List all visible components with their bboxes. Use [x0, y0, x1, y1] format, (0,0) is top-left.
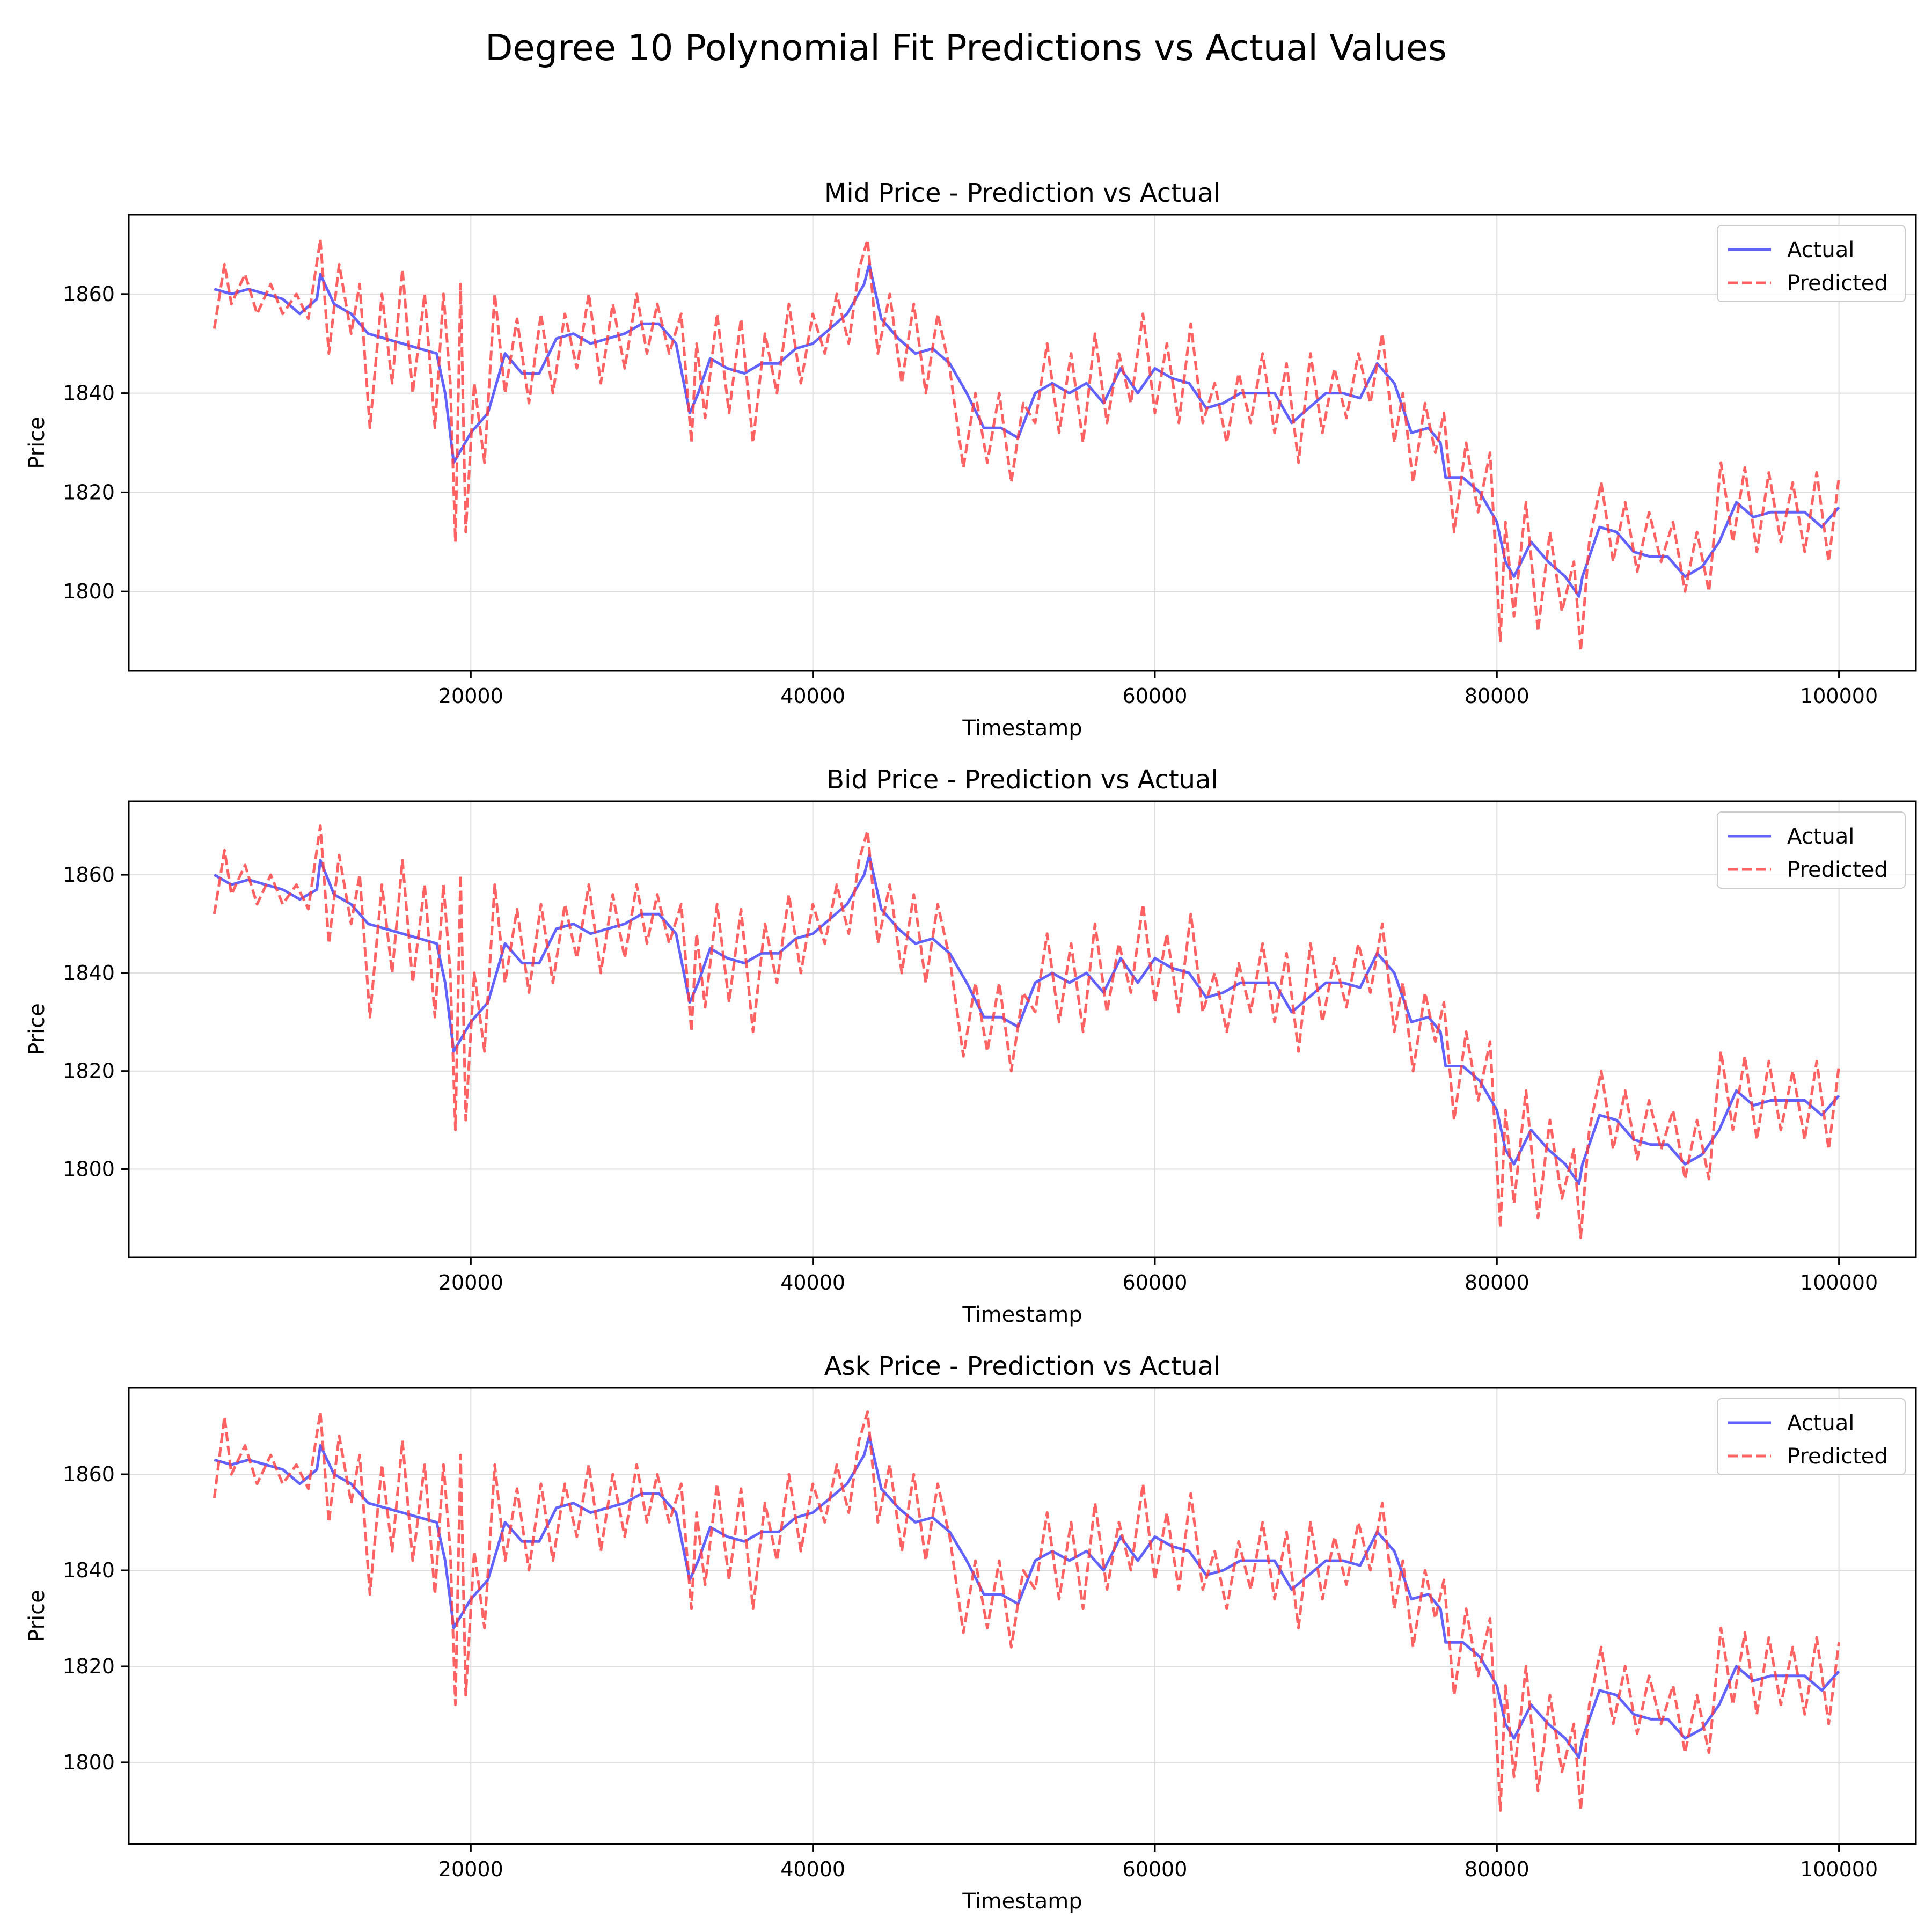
x-tick-label: 80000 — [1465, 1857, 1529, 1881]
x-tick-label: 40000 — [780, 684, 845, 708]
legend-label-actual: Actual — [1787, 238, 1854, 262]
x-tick-label: 40000 — [780, 1857, 845, 1881]
axes-frame — [128, 1387, 1917, 1845]
subplot-title: Ask Price - Prediction vs Actual — [824, 1351, 1221, 1381]
y-tick-label: 1860 — [63, 282, 115, 306]
y-axis-label: Price — [25, 1590, 49, 1642]
axes-frame — [128, 214, 1917, 672]
series-line-predicted — [213, 824, 1841, 1239]
subplot-title: Bid Price - Prediction vs Actual — [826, 765, 1218, 795]
x-axis-label: Timestamp — [962, 1302, 1082, 1327]
x-tick-label: 100000 — [1800, 1271, 1878, 1294]
x-axis-label: Timestamp — [962, 716, 1082, 741]
x-tick-label: 60000 — [1123, 1857, 1188, 1881]
subplot-title: Mid Price - Prediction vs Actual — [824, 178, 1220, 208]
y-tick-label: 1800 — [63, 1751, 115, 1774]
axes-frame — [128, 800, 1917, 1258]
series-line-predicted — [213, 1410, 1841, 1812]
y-axis-label: Price — [25, 416, 49, 469]
x-axis-label: Timestamp — [962, 1889, 1082, 1914]
legend: Actual Predicted — [1717, 1398, 1906, 1475]
y-tick-label: 1840 — [63, 382, 115, 405]
x-tick-label: 60000 — [1123, 684, 1188, 708]
subplot-3: 20000 40000 60000 80000 100000 1800 1820 1840 18… — [25, 1351, 1917, 1914]
figure-title: Degree 10 Polynomial Fit Predictions vs … — [485, 27, 1447, 69]
subplot-1: 20000 40000 60000 80000 100000 1800 1820 1840 18… — [25, 178, 1917, 741]
x-tick-label: 100000 — [1800, 684, 1878, 708]
subplot-2: 20000 40000 60000 80000 100000 1800 1820 1840 18… — [25, 765, 1917, 1327]
y-tick-label: 1840 — [63, 961, 115, 985]
y-tick-label: 1820 — [63, 480, 115, 504]
legend: Actual Predicted — [1717, 811, 1906, 889]
legend-label-predicted: Predicted — [1787, 271, 1888, 296]
legend-label-predicted: Predicted — [1787, 858, 1888, 882]
x-tick-label: 100000 — [1800, 1857, 1878, 1881]
legend: Actual Predicted — [1717, 225, 1906, 302]
x-tick-label: 20000 — [438, 1857, 503, 1881]
x-tick-label: 60000 — [1123, 1271, 1188, 1294]
y-tick-label: 1820 — [63, 1655, 115, 1678]
x-tick-label: 80000 — [1465, 684, 1529, 708]
series-line-actual — [214, 262, 1840, 598]
y-tick-label: 1860 — [63, 1462, 115, 1486]
y-tick-label: 1800 — [63, 580, 115, 603]
x-tick-label: 40000 — [780, 1271, 845, 1294]
x-tick-label: 20000 — [438, 684, 503, 708]
y-tick-label: 1800 — [63, 1157, 115, 1181]
legend-label-actual: Actual — [1787, 1411, 1854, 1436]
x-tick-label: 80000 — [1465, 1271, 1529, 1294]
y-tick-label: 1820 — [63, 1059, 115, 1083]
x-tick-label: 20000 — [438, 1271, 503, 1294]
y-tick-label: 1860 — [63, 863, 115, 887]
legend-label-actual: Actual — [1787, 824, 1854, 849]
y-tick-label: 1840 — [63, 1558, 115, 1582]
y-axis-label: Price — [25, 1003, 49, 1056]
series-line-predicted — [213, 238, 1841, 653]
legend-label-predicted: Predicted — [1787, 1444, 1888, 1469]
